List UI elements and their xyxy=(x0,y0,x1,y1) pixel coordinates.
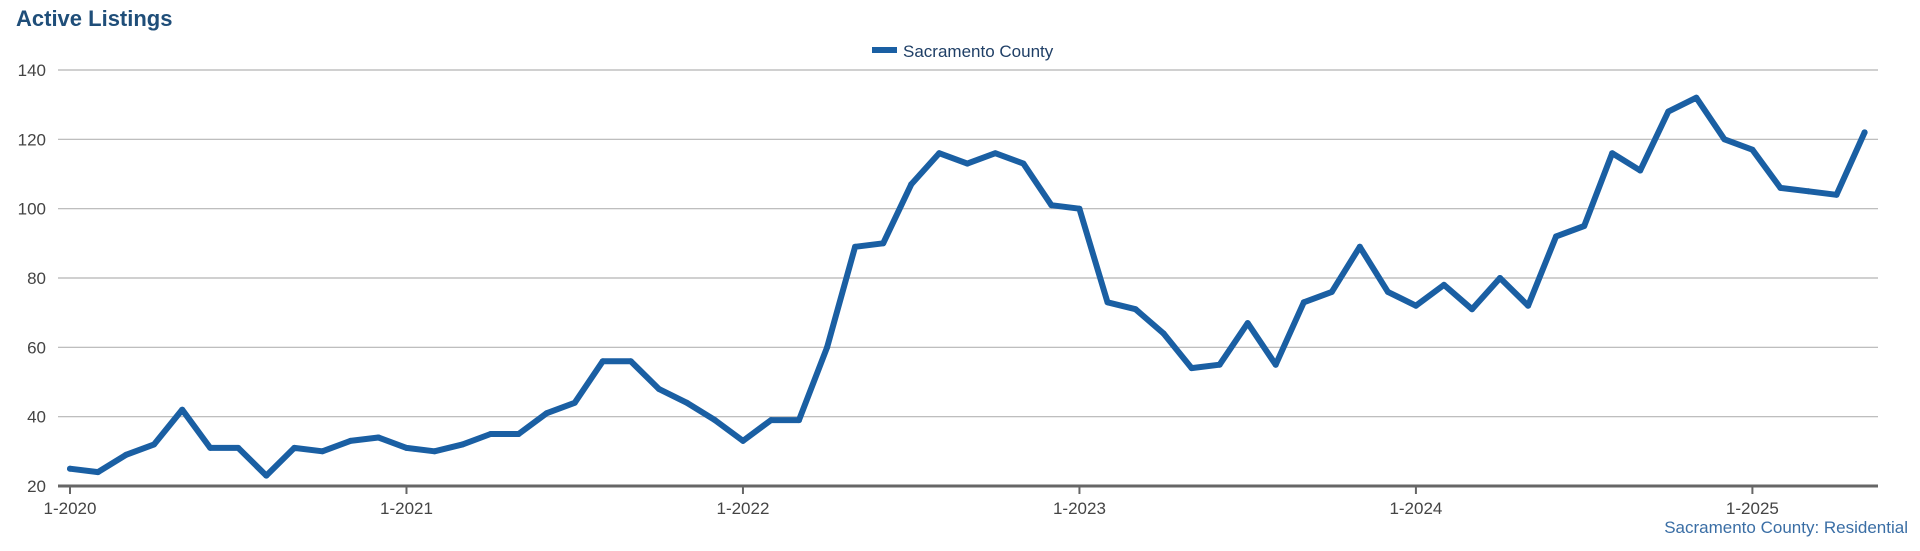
data-point xyxy=(1777,184,1784,191)
data-point xyxy=(375,434,382,441)
data-point xyxy=(880,240,887,247)
data-point xyxy=(1300,299,1307,306)
data-point xyxy=(459,441,466,448)
data-point xyxy=(1721,136,1728,143)
legend: Sacramento County xyxy=(872,42,1054,61)
data-point xyxy=(1525,302,1532,309)
data-point xyxy=(1384,288,1391,295)
data-point xyxy=(235,444,242,451)
series-layer xyxy=(67,94,1868,479)
data-point xyxy=(95,469,101,476)
data-point xyxy=(627,358,634,365)
x-tick-label: 1-2023 xyxy=(1053,499,1106,518)
gridlines xyxy=(58,69,1878,418)
data-point xyxy=(683,399,690,406)
data-point xyxy=(67,465,73,472)
data-point xyxy=(263,472,270,479)
data-point xyxy=(852,243,859,250)
data-point xyxy=(1469,306,1475,313)
y-tick-label: 80 xyxy=(27,269,46,288)
data-point xyxy=(1693,94,1700,101)
chart-title: Active Listings xyxy=(16,6,173,31)
data-point xyxy=(543,410,550,417)
data-point xyxy=(1412,302,1419,309)
data-point xyxy=(1581,223,1588,229)
data-point xyxy=(1244,320,1251,327)
data-point xyxy=(1272,361,1279,368)
series-line-sacramento-county xyxy=(67,94,1868,479)
data-point xyxy=(347,437,354,444)
x-tick-label: 1-2024 xyxy=(1389,499,1442,518)
data-point xyxy=(1188,365,1195,372)
data-point xyxy=(655,385,662,392)
x-tick-label: 1-2025 xyxy=(1726,499,1779,518)
y-axis-labels: 20 40 60 80 100 120 140 xyxy=(18,61,46,496)
data-point xyxy=(768,417,774,424)
data-point xyxy=(1665,108,1672,115)
data-point xyxy=(207,444,214,451)
data-point xyxy=(431,448,438,455)
y-tick-label: 140 xyxy=(18,61,46,80)
data-point xyxy=(1553,233,1560,240)
data-point xyxy=(515,431,522,437)
data-point xyxy=(1076,205,1083,212)
data-point xyxy=(1048,202,1055,209)
data-point xyxy=(796,417,802,424)
data-point xyxy=(1020,160,1027,167)
data-point xyxy=(711,417,718,424)
data-point xyxy=(571,399,578,406)
chart-footnote: Sacramento County: Residential xyxy=(1664,518,1908,537)
data-point xyxy=(1441,281,1447,288)
y-tick-label: 100 xyxy=(18,200,46,219)
legend-label-sacramento-county: Sacramento County xyxy=(903,42,1054,61)
data-point xyxy=(1497,275,1503,281)
data-point xyxy=(1132,306,1139,313)
data-point xyxy=(1356,243,1363,250)
y-tick-label: 120 xyxy=(18,130,46,149)
data-point xyxy=(1805,188,1812,195)
data-point xyxy=(1104,299,1111,306)
x-axis-labels: 1-2020 1-2021 1-2022 1-2023 1-2024 1-2025 xyxy=(44,499,1779,518)
data-point xyxy=(1861,129,1868,136)
data-point xyxy=(1160,330,1167,337)
data-point xyxy=(824,344,831,351)
data-point xyxy=(319,448,326,455)
data-point xyxy=(740,437,746,444)
data-point xyxy=(403,444,410,451)
data-point xyxy=(908,181,915,188)
data-point xyxy=(599,358,606,365)
data-point xyxy=(1609,150,1616,157)
data-point xyxy=(1216,361,1223,368)
x-axis xyxy=(58,484,1878,494)
data-point xyxy=(1749,146,1756,153)
x-tick-label: 1-2020 xyxy=(44,499,97,518)
x-tick-label: 1-2021 xyxy=(380,499,433,518)
data-point xyxy=(992,150,999,157)
data-point xyxy=(291,444,298,451)
data-point xyxy=(151,441,158,448)
data-point xyxy=(123,451,130,458)
x-tick-label: 1-2022 xyxy=(716,499,769,518)
y-tick-label: 40 xyxy=(27,408,46,427)
y-tick-label: 60 xyxy=(27,338,46,357)
data-point xyxy=(1637,167,1644,174)
y-tick-label: 20 xyxy=(27,477,46,496)
data-point xyxy=(1833,191,1840,198)
data-point xyxy=(487,431,494,437)
data-point xyxy=(964,160,971,167)
data-point xyxy=(936,150,943,157)
data-point xyxy=(1328,288,1335,295)
data-point xyxy=(179,406,186,413)
